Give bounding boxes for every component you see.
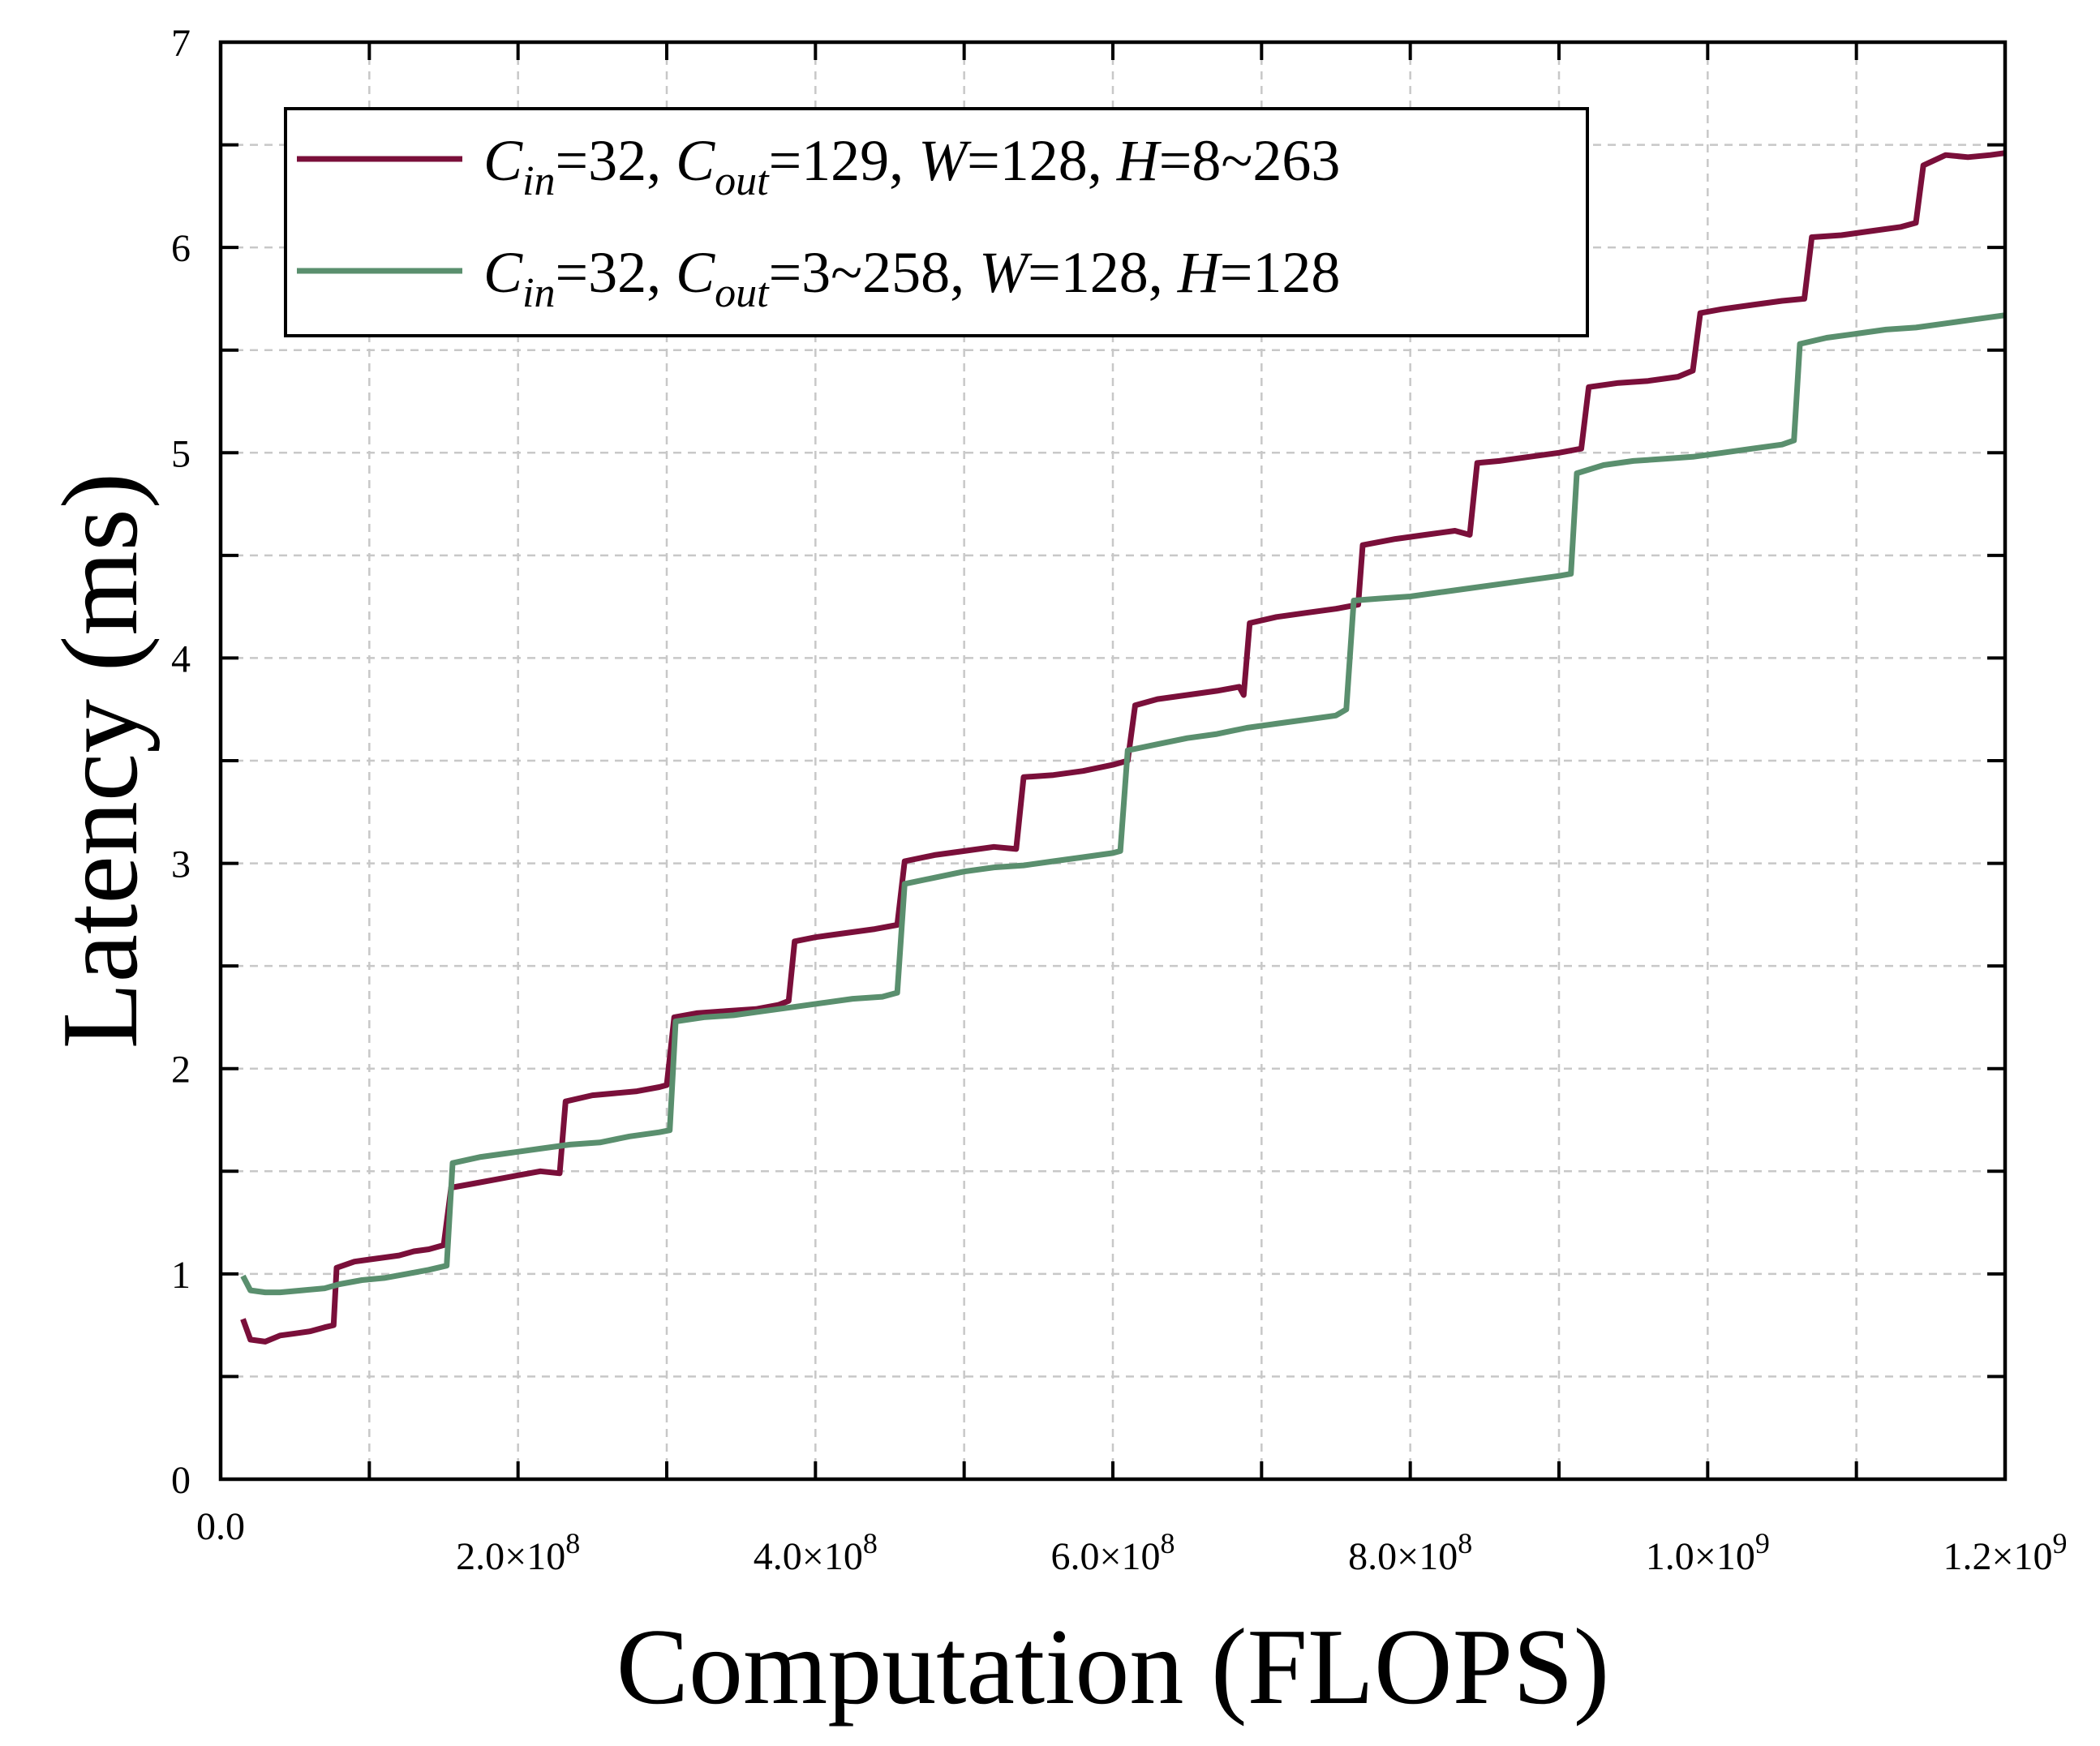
legend: Cin=32, Cout=129, W=128, H=8~263 Cin=32, … [284, 107, 1589, 337]
y-tick-label: 7 [171, 22, 191, 65]
y-tick-label: 4 [171, 637, 191, 680]
legend-box [284, 107, 1589, 337]
x-axis-title: Computation (FLOPS) [616, 1607, 1610, 1727]
y-tick-label: 6 [171, 227, 191, 270]
y-tick-label: 0 [171, 1459, 191, 1502]
x-tick-labels: 0.0 2.0×108 4.0×108 6.0×108 8.0×108 1.0×109 1.… [196, 1505, 2068, 1578]
y-tick-label: 1 [171, 1254, 191, 1297]
x-tick-label: 2.0×108 [456, 1527, 580, 1578]
y-axis-title: Latency (ms) [40, 473, 160, 1049]
series-line-2 [240, 312, 2006, 1296]
y-tick-label: 5 [171, 432, 191, 475]
x-tick-label: 4.0×108 [754, 1527, 878, 1578]
x-tick-label: 0.0 [196, 1505, 245, 1548]
x-tick-label: 6.0×108 [1050, 1527, 1175, 1578]
legend-label-1: Cin=32, Cout=129, W=128, H=8~263 [483, 128, 1340, 204]
x-tick-label: 1.2×109 [1943, 1527, 2067, 1578]
x-tick-label: 8.0×108 [1348, 1527, 1472, 1578]
series-lines [240, 150, 2006, 1345]
y-tick-labels: 0 1 2 3 4 5 6 7 [171, 22, 191, 1502]
legend-label-2: Cin=32, Cout=3~258, W=128, H=128 [483, 240, 1340, 316]
y-tick-label: 2 [171, 1049, 191, 1092]
axis-ticks [221, 42, 2005, 1479]
y-tick-label: 3 [171, 843, 191, 886]
x-tick-label: 1.0×109 [1646, 1527, 1770, 1578]
series-line-1 [240, 150, 2006, 1345]
